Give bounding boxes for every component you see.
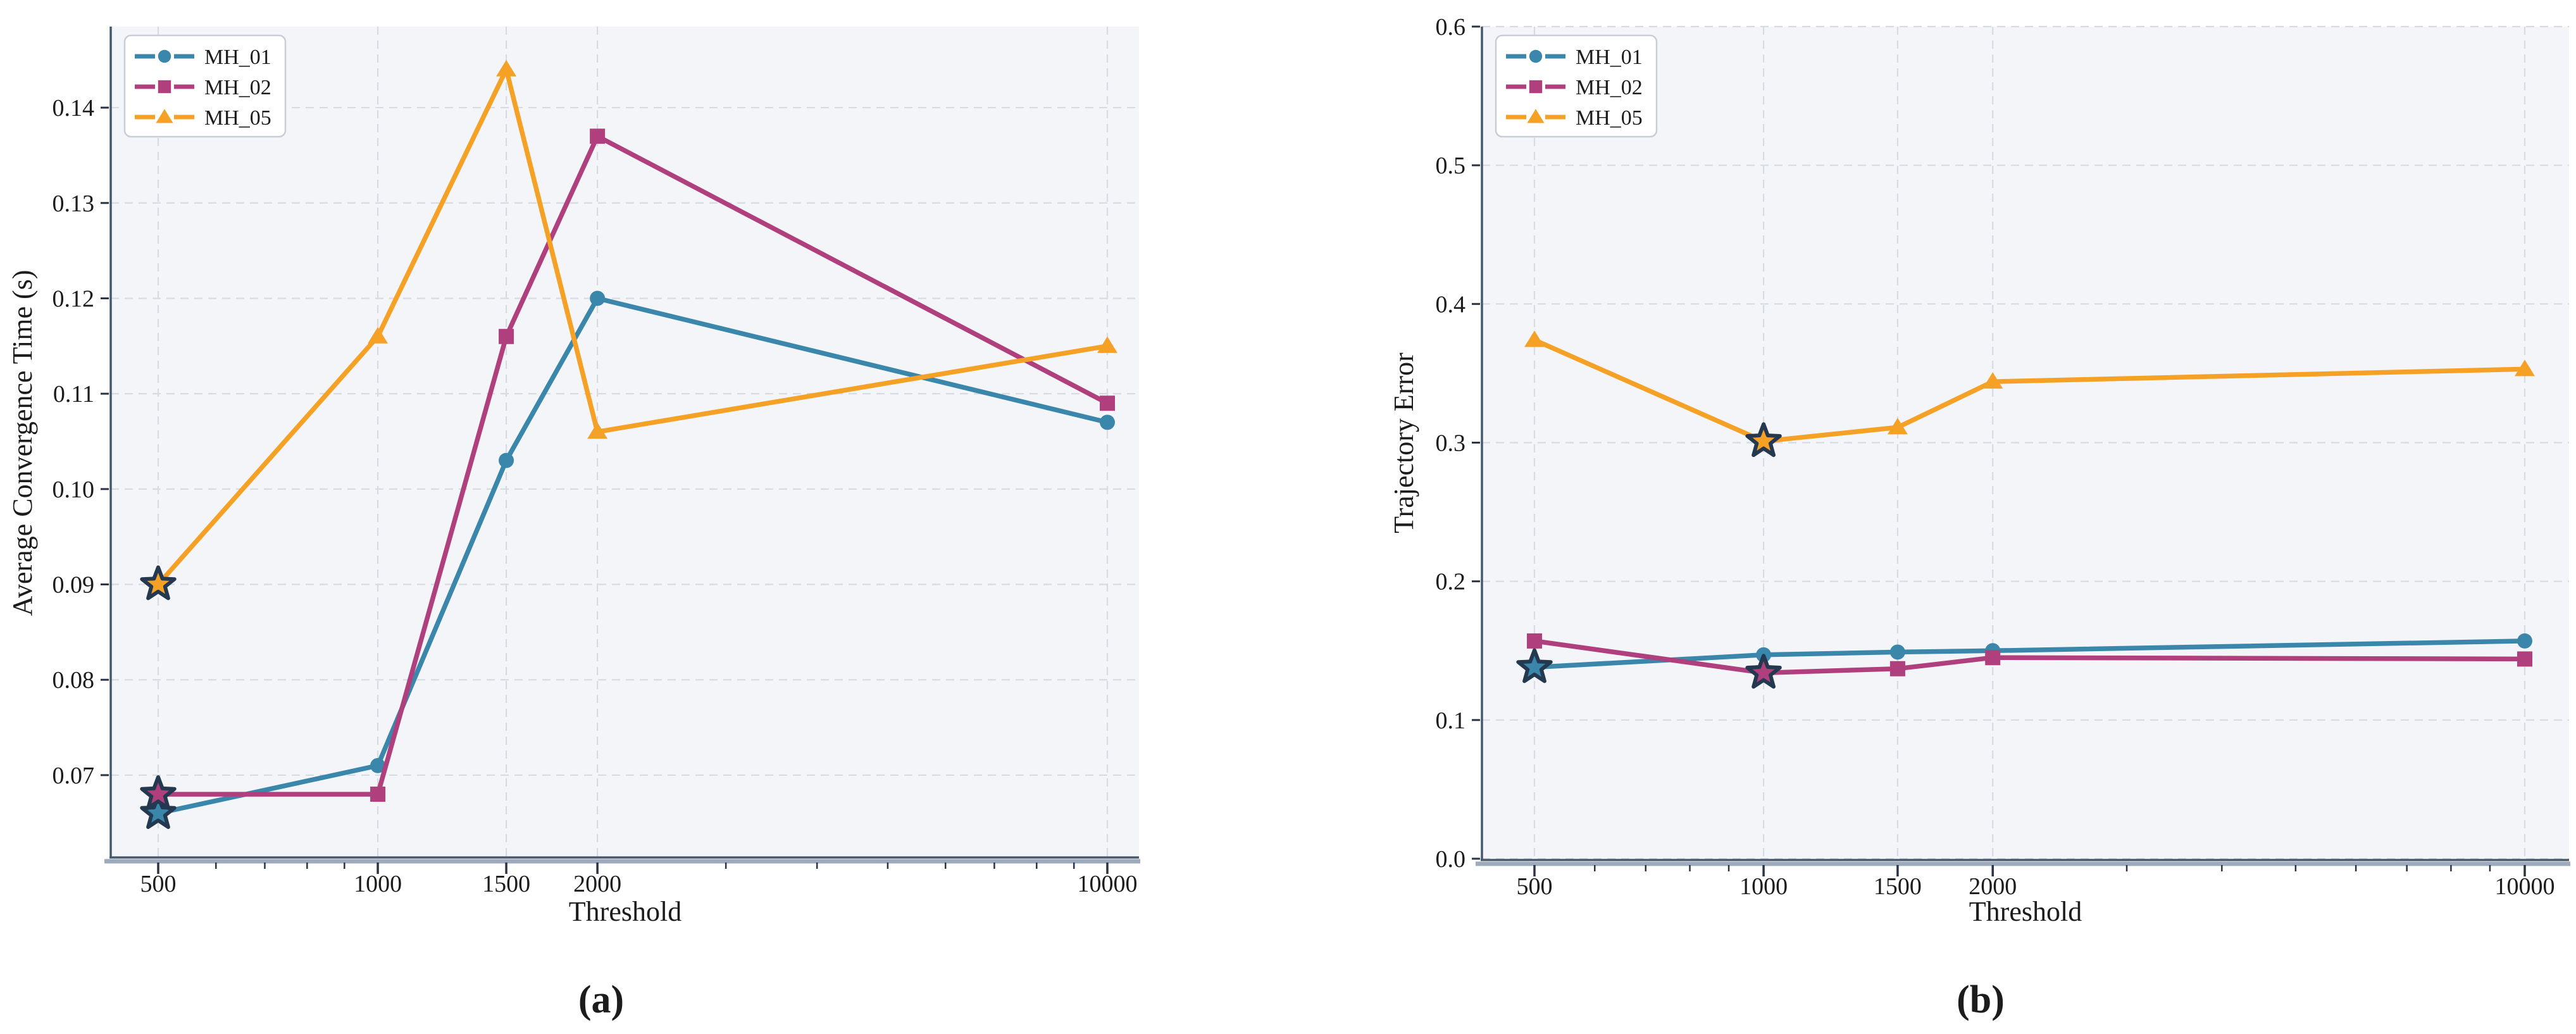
marker-MH_01	[1100, 414, 1115, 430]
y-tick-label: 0.14	[53, 95, 95, 121]
legend-marker-circle	[1529, 49, 1543, 63]
legend-label: MH_01	[1576, 46, 1643, 69]
legend-label: MH_05	[204, 106, 271, 130]
marker-MH_02	[370, 787, 386, 802]
y-tick-label: 0.2	[1436, 569, 1466, 595]
y-tick-label: 0.13	[53, 190, 95, 217]
y-tick-label: 0.5	[1436, 153, 1466, 179]
x-tick-label: 2000	[573, 871, 621, 897]
x-tick-label: 1000	[1739, 873, 1788, 900]
marker-MH_02	[2517, 651, 2532, 667]
x-tick-label: 1000	[354, 871, 402, 897]
best-star-MH_02	[1745, 654, 1782, 689]
best-star-MH_01	[140, 794, 177, 829]
x-tick-label: 2000	[1969, 873, 2017, 900]
legend-label: MH_05	[1576, 106, 1643, 130]
y-tick-label: 0.12	[53, 285, 95, 312]
marker-MH_01	[1889, 644, 1905, 660]
y-tick-label: 0.6	[1436, 14, 1466, 40]
marker-MH_02	[590, 128, 606, 144]
marker-MH_02	[499, 328, 514, 344]
legend-marker-circle	[158, 49, 171, 63]
chart-a-xlabel: Threshold	[569, 896, 681, 927]
chart-a-caption: (a)	[578, 978, 624, 1021]
y-tick-label: 0.09	[53, 572, 95, 599]
marker-MH_02	[1985, 650, 2001, 666]
best-star-MH_05	[140, 565, 177, 601]
legend-item-MH_01: MH_01	[1506, 46, 1643, 69]
legend-marker-triangle	[1527, 109, 1545, 123]
x-tick-label: 10000	[2495, 873, 2555, 900]
marker-MH_02	[1527, 633, 1542, 649]
y-tick-label: 0.0	[1436, 846, 1466, 873]
marker-MH_05	[1982, 372, 2003, 389]
legend-item-MH_01: MH_01	[135, 46, 271, 69]
x-tick-label: 1500	[482, 871, 530, 897]
marker-MH_01	[2517, 633, 2532, 649]
marker-MH_05	[496, 59, 517, 77]
marker-MH_01	[590, 290, 606, 306]
y-tick-label: 0.1	[1436, 707, 1466, 734]
y-tick-label: 0.10	[53, 477, 95, 503]
legend: MH_01 MH_02 MH_05	[1495, 34, 1658, 138]
x-tick-label: 10000	[1078, 871, 1138, 897]
chart-b-xlabel: Threshold	[1969, 896, 2082, 927]
legend-marker-triangle	[156, 109, 173, 123]
marker-MH_05	[587, 422, 608, 439]
best-star-MH_01	[1516, 648, 1553, 683]
marker-MH_01	[499, 452, 514, 468]
legend-label: MH_02	[1576, 76, 1643, 99]
legend-label: MH_02	[204, 76, 271, 99]
best-star-MH_02	[140, 775, 177, 810]
marker-MH_05	[1524, 330, 1545, 347]
marker-MH_05	[368, 327, 389, 344]
chart-b: 500 1000 1500 2000 10000 0.0 0.1 0.2 0.3 0.4 0.5 0.…	[1436, 14, 2570, 900]
legend-item-MH_02: MH_02	[1506, 76, 1643, 99]
chart-b-ylabel: Trajectory Error	[1388, 352, 1419, 533]
legend-marker-square	[158, 80, 171, 94]
legend: MH_01 MH_02 MH_05	[123, 34, 287, 138]
marker-MH_01	[370, 757, 386, 773]
y-tick-label: 0.4	[1436, 291, 1466, 318]
x-tick-label: 1500	[1874, 873, 1922, 900]
y-tick-label: 0.08	[53, 667, 95, 694]
chart-a-ylabel: Average Convergence Time (s)	[7, 270, 38, 616]
best-star-MH_05	[1745, 422, 1782, 458]
legend-item-MH_05: MH_05	[135, 106, 271, 130]
marker-MH_02	[1889, 661, 1905, 676]
y-tick-label: 0.3	[1436, 430, 1466, 457]
x-tick-label: 500	[1517, 873, 1553, 900]
legend-label: MH_01	[204, 46, 271, 69]
chart-b-caption: (b)	[1957, 978, 2005, 1021]
legend-item-MH_05: MH_05	[1506, 106, 1643, 130]
marker-MH_02	[1100, 396, 1115, 411]
y-tick-label: 0.11	[53, 381, 94, 408]
marker-MH_05	[1887, 418, 1908, 435]
marker-MH_05	[2515, 359, 2535, 377]
chart-a: 500 1000 1500 2000 10000 0.07 0.08 0.09 0.10 0.11…	[53, 27, 1140, 897]
x-tick-label: 500	[140, 871, 177, 897]
legend-marker-square	[1529, 80, 1543, 94]
y-tick-label: 0.07	[53, 763, 95, 789]
legend-item-MH_02: MH_02	[135, 76, 271, 99]
marker-MH_05	[1097, 336, 1117, 353]
